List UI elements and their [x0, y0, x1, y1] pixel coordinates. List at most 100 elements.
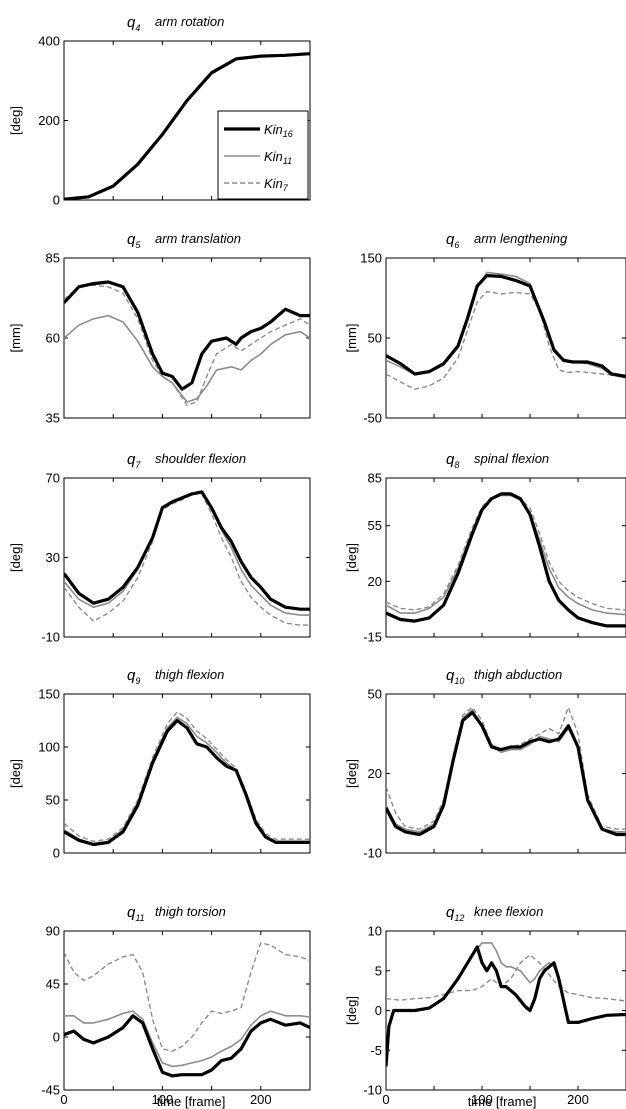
subplot-spinal-flexion: -15 20 55 85 q8 spinal flexion [deg] [344, 451, 626, 645]
y-tick-label: 0 [375, 1003, 382, 1018]
x-tick-label: 100 [471, 1092, 493, 1107]
y-tick-label: 50 [368, 331, 382, 346]
y-axis-label: [deg] [8, 759, 23, 788]
series-line-thin [386, 942, 626, 1059]
series-line-thin [386, 494, 626, 616]
y-tick-label: 200 [38, 113, 60, 128]
series-line-thick [386, 492, 626, 628]
y-tick-label: 20 [368, 574, 382, 589]
y-axis-label: [deg] [344, 996, 359, 1025]
series-line-thick [64, 52, 310, 200]
y-tick-label: 20 [368, 766, 382, 781]
y-axis-label: [deg] [344, 759, 359, 788]
chart-title: thigh abduction [474, 667, 562, 682]
y-tick-label: -15 [363, 630, 382, 645]
y-tick-label: 55 [368, 518, 382, 533]
series-line-thick [64, 718, 310, 847]
subplot-arm-lengthening: -50 50 150 q6 arm lengthening [mm] [344, 231, 626, 426]
axes-frame [63, 930, 311, 1091]
y-tick-label: -45 [41, 1083, 60, 1098]
chart-title: thigh flexion [155, 667, 224, 682]
chart-title-symbol: q7 [127, 451, 141, 470]
axes-frame [385, 257, 626, 419]
chart-title: knee flexion [474, 904, 543, 919]
series-line-dashed [386, 290, 626, 390]
y-axis-label: [deg] [8, 543, 23, 572]
x-tick-label: 100 [152, 1092, 174, 1107]
y-tick-label: 35 [46, 411, 60, 426]
axes-frame [385, 477, 626, 638]
legend-label: Kin16 [264, 122, 293, 139]
series-line-dashed [386, 954, 626, 1002]
subplot-thigh-flexion: 0 50 100 150 q9 thigh flexion [deg] [8, 667, 311, 861]
y-tick-label: -50 [363, 411, 382, 426]
y-tick-label: -10 [363, 1083, 382, 1098]
legend-box [217, 110, 309, 200]
y-tick-label: 50 [368, 687, 382, 702]
x-tick-label: 200 [250, 1092, 272, 1107]
series-line-dashed [386, 493, 626, 611]
axes-frame [63, 477, 311, 638]
series-line-thin [64, 1010, 310, 1068]
y-tick-label: 0 [53, 846, 60, 861]
y-tick-label: -10 [363, 846, 382, 861]
chart-title: arm lengthening [474, 231, 568, 246]
chart-title-symbol: q9 [127, 667, 140, 686]
y-tick-label: 50 [46, 793, 60, 808]
y-tick-label: 10 [368, 924, 382, 939]
series-line-dashed [64, 942, 310, 1052]
axes-frame [385, 693, 626, 854]
chart-title-symbol: q8 [446, 451, 459, 470]
series-line-thin [386, 709, 626, 833]
y-axis-label: [deg] [344, 543, 359, 572]
y-tick-label: 100 [38, 740, 60, 755]
chart-title: arm translation [155, 231, 241, 246]
y-tick-label: 150 [38, 687, 60, 702]
series-line-dashed [64, 711, 310, 842]
subplot-arm-rotation: 0 200 400 q4 arm rotation [deg] Kin16 Kin11 Kin7 [8, 14, 311, 208]
y-tick-label: 90 [46, 924, 60, 939]
chart-title-symbol: q11 [127, 904, 145, 923]
y-tick-label: 60 [46, 331, 60, 346]
y-axis-label: [deg] [8, 106, 23, 135]
chart-title-symbol: q5 [127, 231, 141, 250]
series-line-thin [64, 491, 310, 616]
x-axis-label: time [frame] [157, 1094, 226, 1109]
subplot-shoulder-flexion: -10 30 70 q7 shoulder flexion [deg] [8, 451, 311, 645]
axes-frame [63, 693, 311, 854]
x-axis-label: time [frame] [468, 1094, 537, 1109]
y-tick-label: 70 [46, 471, 60, 486]
chart-title: thigh torsion [155, 904, 226, 919]
chart-title: shoulder flexion [155, 451, 246, 466]
y-tick-label: 5 [375, 963, 382, 978]
y-axis-label: [mm] [344, 324, 359, 353]
x-tick-label: 0 [382, 1092, 389, 1107]
chart-title: arm rotation [155, 14, 224, 29]
series-line-thick [386, 274, 626, 378]
y-tick-label: 30 [46, 550, 60, 565]
chart-title-symbol: q4 [127, 14, 140, 33]
series-line-thick [386, 710, 626, 837]
y-axis-label: [mm] [8, 324, 23, 353]
y-tick-label: 400 [38, 34, 60, 49]
series-line-dashed [386, 706, 626, 830]
y-tick-label: 0 [53, 193, 60, 208]
y-tick-label: -10 [41, 630, 60, 645]
y-tick-label: 0 [53, 1030, 60, 1045]
y-tick-label: 150 [360, 251, 382, 266]
series-line-thin [64, 314, 310, 403]
y-tick-label: 85 [368, 471, 382, 486]
legend-label: Kin11 [264, 149, 292, 166]
series-line-thick [386, 945, 626, 1067]
series-line-thick [64, 1014, 310, 1078]
subplot-arm-translation: 35 60 85 q5 arm translation [mm] [8, 231, 311, 426]
subplot-thigh-abduction: -10 20 50 q10 thigh abduction [deg] [344, 667, 626, 861]
legend-label: Kin7 [264, 176, 289, 193]
series-line-thick [64, 280, 310, 391]
chart-title-symbol: q6 [446, 231, 459, 250]
x-tick-label: 0 [60, 1092, 67, 1107]
series-line-thin [64, 716, 310, 845]
